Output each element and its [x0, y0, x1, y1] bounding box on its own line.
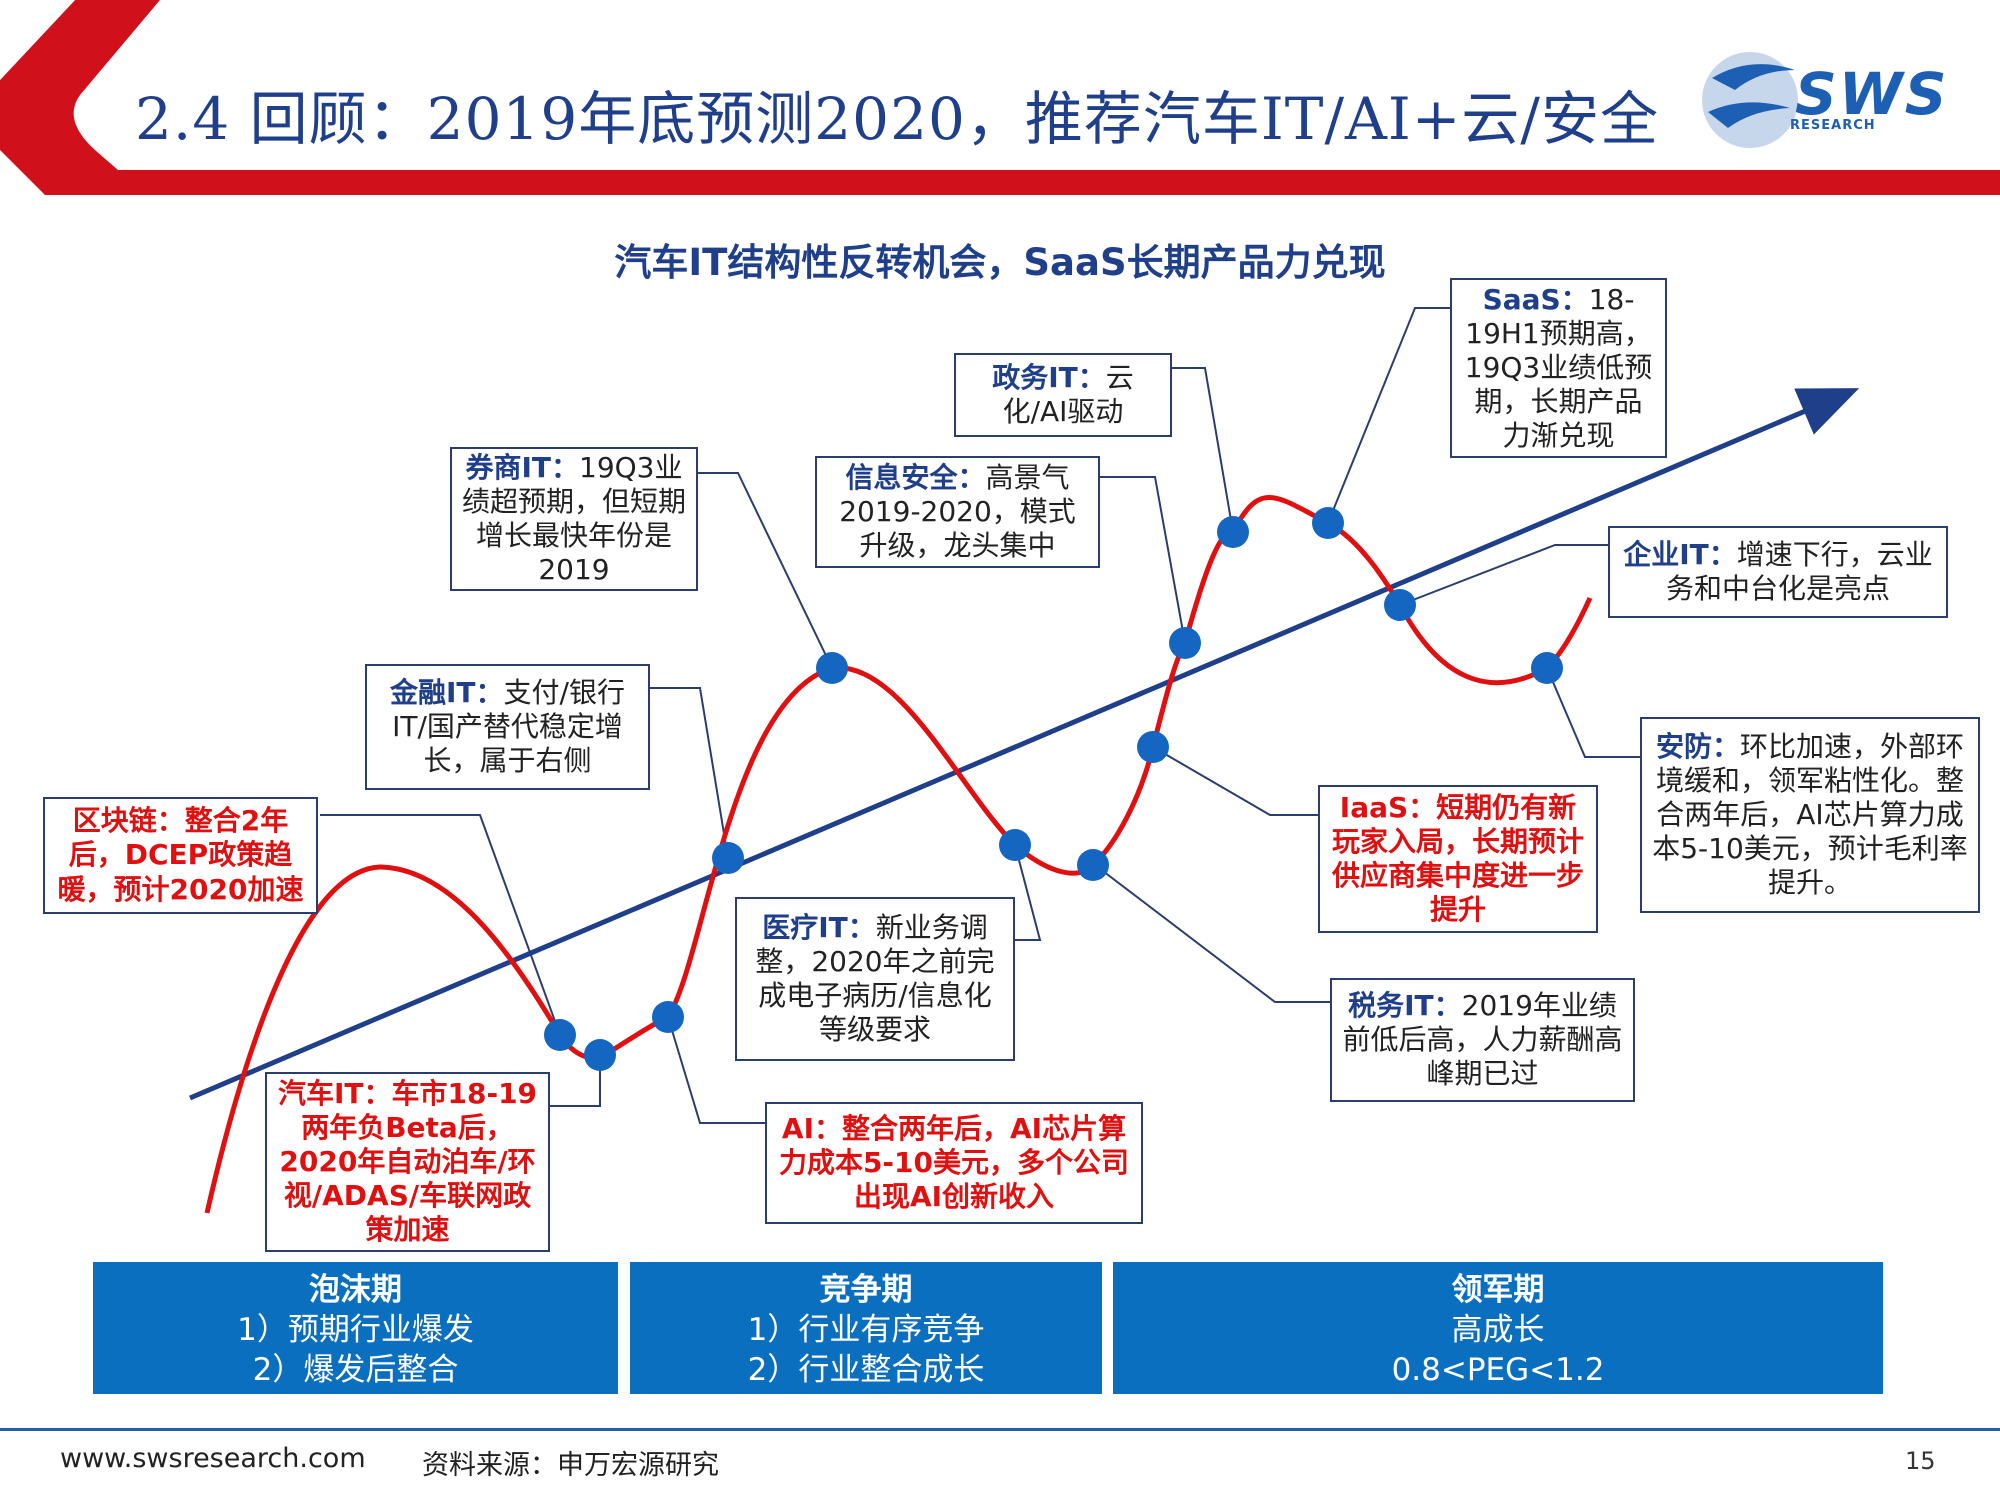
node-blockchain	[544, 1019, 576, 1051]
leader-line-ai	[667, 1016, 765, 1124]
callout-text: 增速下行，云业务和中台化是亮点	[1665, 537, 1933, 605]
phase-leader: 领军期 高成长 0.8<PEG<1.2	[1113, 1262, 1883, 1394]
callout-text: 新业务调整，2020年之前完成电子病历/信息化等级要求	[755, 910, 995, 1047]
phase-line: 2）行业整合成长	[747, 1352, 985, 1388]
phase-name: 泡沫期	[309, 1272, 402, 1308]
leader-line-fin-it	[650, 687, 729, 859]
callout-label: 金融IT：	[390, 675, 504, 709]
footer-divider	[0, 1428, 2000, 1431]
footer-source: 资料来源：申万宏源研究	[422, 1450, 719, 1481]
node-security	[1169, 627, 1201, 659]
header-banner	[0, 0, 2000, 195]
callout-label: 税务IT：	[1348, 988, 1462, 1022]
callout-text: 车市18-19两年负Beta后，2020年自动泊车/环视/ADAS/车联网政策加…	[279, 1076, 538, 1247]
cycle-nodes	[544, 507, 1563, 1071]
callout-text: 支付/银行IT/国产替代稳定增长，属于右侧	[392, 675, 625, 778]
phase-line: 0.8<PEG<1.2	[1391, 1352, 1605, 1388]
node-saas	[1312, 507, 1344, 539]
phase-line: 1）预期行业爆发	[237, 1312, 474, 1348]
callout-text: 2019年业绩前低后高，人力薪酬高峰期已过	[1342, 988, 1623, 1091]
callout-label: 政务IT：	[992, 360, 1106, 394]
page-number: 15	[1905, 1447, 1936, 1475]
diagram-subtitle: 汽车IT结构性反转机会，SaaS长期产品力兑现	[614, 241, 1386, 284]
callout-gov-it: 政务IT：云化/AI驱动	[954, 353, 1172, 437]
callout-label: AI：	[781, 1111, 842, 1145]
phase-competition: 竞争期 1）行业有序竞争 2）行业整合成长	[630, 1262, 1102, 1394]
callout-ai: AI：整合两年后，AI芯片算力成本5-10美元，多个公司出现AI创新收入	[765, 1102, 1143, 1224]
leader-line-security	[1100, 476, 1186, 644]
callout-iaas: IaaS：短期仍有新玩家入局，长期预计供应商集中度进一步提升	[1318, 785, 1598, 933]
node-auto-it	[584, 1039, 616, 1071]
callout-fin-it: 金融IT：支付/银行IT/国产替代稳定增长，属于右侧	[365, 664, 650, 790]
leader-line-ent-it	[1399, 544, 1608, 606]
callout-text: 环比加速，外部环境缓和，领军粘性化。整合两年后，AI芯片算力成本5-10美元，预…	[1652, 729, 1968, 900]
callout-text: 18-19H1预期高，19Q3业绩低预期，长期产品力渐兑现	[1464, 282, 1653, 453]
callout-saas: SaaS：18-19H1预期高，19Q3业绩低预期，长期产品力渐兑现	[1450, 278, 1667, 458]
slide-title: 2.4 回顾：2019年底预测2020，推荐汽车IT/AI+云/安全	[135, 85, 1659, 153]
callout-broker-it: 券商IT：19Q3业绩超预期，但短期增长最快年份是2019	[450, 447, 698, 591]
node-fin-it	[712, 842, 744, 874]
footer-website-link[interactable]: www.swsresearch.com	[60, 1443, 366, 1474]
node-iaas	[1137, 731, 1169, 763]
leader-line-iaas	[1152, 746, 1320, 816]
callout-text: 整合2年后，DCEP政策趋暖，预计2020加速	[57, 804, 304, 906]
node-med-it	[999, 829, 1031, 861]
callout-security: 信息安全：高景气2019-2020，模式升级，龙头集中	[815, 456, 1100, 568]
callout-label: 区块链：	[72, 804, 185, 838]
callout-label: 企业IT：	[1623, 537, 1737, 571]
callout-label: 安防：	[1655, 729, 1740, 763]
leader-line-auto-it	[550, 1055, 601, 1107]
phase-line: 高成长	[1451, 1312, 1545, 1348]
sws-logo-subtext: RESEARCH	[1790, 118, 1876, 133]
callout-label: SaaS：	[1482, 282, 1589, 316]
sws-logo: SWS	[1795, 60, 1949, 128]
callout-text: 云化/AI驱动	[1002, 360, 1134, 428]
node-gov-it	[1217, 516, 1249, 548]
phase-bubble: 泡沫期 1）预期行业爆发 2）爆发后整合	[93, 1262, 618, 1394]
trend-arrow	[189, 388, 1860, 1101]
callout-ent-it: 企业IT：增速下行，云业务和中台化是亮点	[1608, 526, 1948, 618]
callout-text: 19Q3业绩超预期，但短期增长最快年份是2019	[462, 450, 687, 587]
leader-line-gov-it	[1172, 367, 1234, 533]
callout-text: 整合两年后，AI芯片算力成本5-10美元，多个公司出现AI创新收入	[778, 1111, 1130, 1214]
node-ent-it	[1384, 589, 1416, 621]
leader-line-tax-it	[1094, 864, 1330, 1003]
callout-security-cam: 安防：环比加速，外部环境缓和，领军粘性化。整合两年后，AI芯片算力成本5-10美…	[1640, 717, 1980, 913]
leader-line-med-it	[1014, 844, 1042, 941]
phase-name: 竞争期	[819, 1272, 913, 1308]
leader-line-saas	[1327, 307, 1450, 524]
node-ai	[652, 1001, 684, 1033]
phase-line: 2）爆发后整合	[252, 1352, 459, 1388]
leader-line-blockchain	[320, 814, 561, 1036]
node-tax-it	[1077, 849, 1109, 881]
callout-auto-it: 汽车IT：车市18-19两年负Beta后，2020年自动泊车/环视/ADAS/车…	[265, 1072, 550, 1252]
callout-label: 券商IT：	[465, 450, 580, 484]
callout-tax-it: 税务IT：2019年业绩前低后高，人力薪酬高峰期已过	[1330, 978, 1635, 1102]
callout-text: 高景气2019-2020，模式升级，龙头集中	[839, 460, 1076, 563]
callout-label: 汽车IT：	[277, 1076, 392, 1110]
node-broker-it	[816, 652, 848, 684]
callout-label: 医疗IT：	[762, 910, 876, 944]
leader-lines	[320, 307, 1640, 1124]
callout-text: 短期仍有新玩家入局，长期预计供应商集中度进一步提升	[1331, 790, 1584, 927]
leader-line-security-cam	[1546, 667, 1640, 758]
node-security-cam	[1531, 652, 1563, 684]
phase-name: 领军期	[1451, 1272, 1545, 1308]
callout-label: IaaS：	[1339, 790, 1437, 824]
callout-med-it: 医疗IT：新业务调整，2020年之前完成电子病历/信息化等级要求	[735, 897, 1015, 1061]
leader-line-broker-it	[698, 472, 833, 669]
phase-line: 1）行业有序竞争	[747, 1312, 985, 1348]
callout-blockchain: 区块链：整合2年后，DCEP政策趋暖，预计2020加速	[43, 797, 318, 914]
callout-label: 信息安全：	[845, 460, 986, 494]
